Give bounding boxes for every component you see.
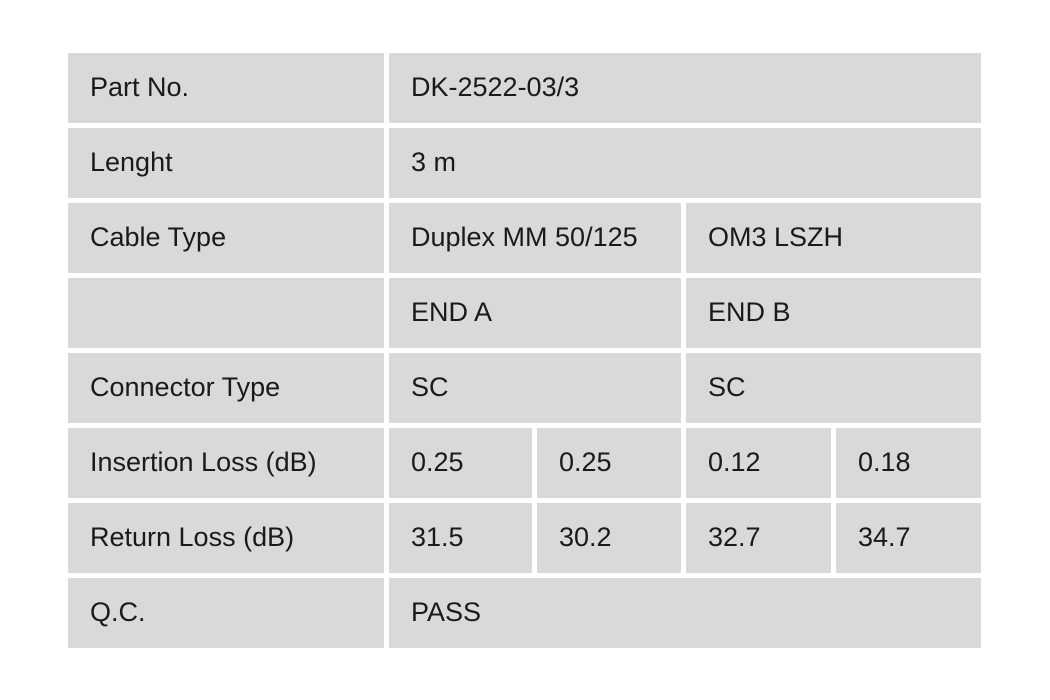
table-row: Lenght 3 m xyxy=(68,128,981,198)
cell-insertion-loss-end-b-1: 0.12 xyxy=(686,428,831,498)
cell-insertion-loss-end-a-2: 0.25 xyxy=(537,428,681,498)
cell-return-loss-end-b-2: 34.7 xyxy=(836,503,981,573)
table-row: Return Loss (dB) 31.5 30.2 32.7 34.7 xyxy=(68,503,981,573)
cell-end-header-spacer xyxy=(68,278,384,348)
cell-insertion-loss-end-b-2: 0.18 xyxy=(836,428,981,498)
cell-insertion-loss-end-a-1: 0.25 xyxy=(389,428,532,498)
cell-qc-value: PASS xyxy=(389,578,981,648)
cell-end-a-header: END A xyxy=(389,278,681,348)
cell-cable-type-value-b: OM3 LSZH xyxy=(686,203,981,273)
cell-return-loss-end-a-1: 31.5 xyxy=(389,503,532,573)
cell-qc-label: Q.C. xyxy=(68,578,384,648)
table-row: Insertion Loss (dB) 0.25 0.25 0.12 0.18 xyxy=(68,428,981,498)
cell-return-loss-end-b-1: 32.7 xyxy=(686,503,831,573)
cell-cable-type-value-a: Duplex MM 50/125 xyxy=(389,203,681,273)
cell-connector-type-label: Connector Type xyxy=(68,353,384,423)
cell-return-loss-end-a-2: 30.2 xyxy=(537,503,681,573)
cell-insertion-loss-label: Insertion Loss (dB) xyxy=(68,428,384,498)
cell-connector-type-end-b: SC xyxy=(686,353,981,423)
table-row: END A END B xyxy=(68,278,981,348)
cell-end-b-header: END B xyxy=(686,278,981,348)
cell-length-label: Lenght xyxy=(68,128,384,198)
table-row: Part No. DK-2522-03/3 xyxy=(68,53,981,123)
spec-table: Part No. DK-2522-03/3 Lenght 3 m Cable T… xyxy=(63,48,986,653)
cell-length-value: 3 m xyxy=(389,128,981,198)
cell-connector-type-end-a: SC xyxy=(389,353,681,423)
table-row: Q.C. PASS xyxy=(68,578,981,648)
cell-part-no-label: Part No. xyxy=(68,53,384,123)
cell-cable-type-label: Cable Type xyxy=(68,203,384,273)
cell-return-loss-label: Return Loss (dB) xyxy=(68,503,384,573)
table-row: Cable Type Duplex MM 50/125 OM3 LSZH xyxy=(68,203,981,273)
cell-part-no-value: DK-2522-03/3 xyxy=(389,53,981,123)
table-row: Connector Type SC SC xyxy=(68,353,981,423)
